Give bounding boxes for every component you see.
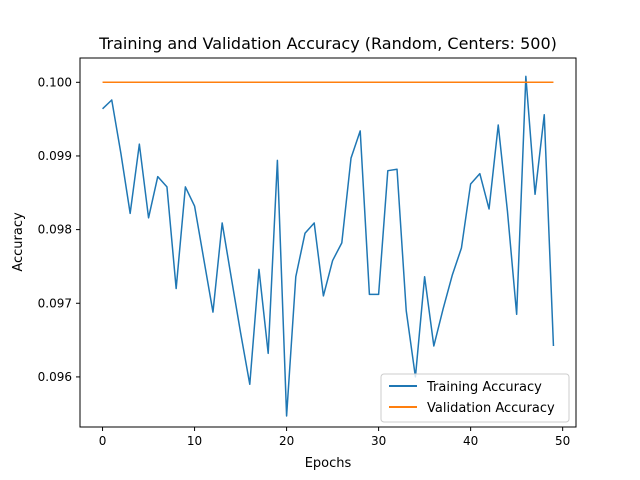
y-tick-label: 0.098: [38, 223, 72, 237]
x-tick-label: 30: [371, 434, 386, 448]
legend-label-training: Training Accuracy: [426, 380, 542, 395]
series-layer: [102, 75, 555, 417]
x-tick-label: 0: [99, 434, 107, 448]
y-axis: 0.096 0.097 0.098 0.099 0.100: [38, 75, 80, 384]
x-tick-label: 10: [187, 434, 202, 448]
y-tick-label: 0.099: [38, 149, 72, 163]
chart-title: Training and Validation Accuracy (Random…: [98, 34, 557, 53]
x-axis-label: Epochs: [305, 456, 352, 471]
x-tick-label: 40: [463, 434, 478, 448]
x-tick-label: 20: [279, 434, 294, 448]
legend-label-validation: Validation Accuracy: [427, 401, 555, 416]
x-tick-label: 50: [555, 434, 570, 448]
y-tick-label: 0.096: [38, 370, 72, 384]
y-axis-label: Accuracy: [11, 212, 26, 272]
series-line-training-accuracy: [102, 75, 555, 417]
x-axis: 0 10 20 30 40 50: [99, 427, 570, 448]
y-tick-label: 0.100: [38, 75, 72, 89]
y-tick-label: 0.097: [38, 296, 72, 310]
plot-area-frame: [79, 57, 577, 428]
legend-box: [380, 373, 570, 423]
legend: Training Accuracy Validation Accuracy: [380, 373, 570, 423]
